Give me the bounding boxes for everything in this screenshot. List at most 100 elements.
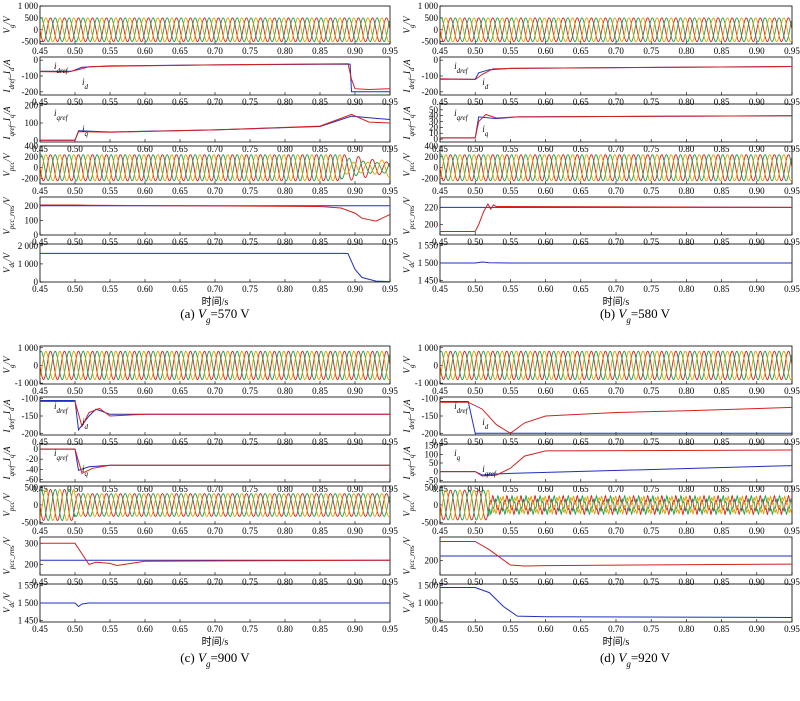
x-tick-label: 0.75 bbox=[242, 284, 258, 294]
x-tick-label: 0.80 bbox=[277, 284, 293, 294]
x-tick-label: 0.65 bbox=[172, 624, 188, 634]
x-tick-label: 0.60 bbox=[538, 624, 554, 634]
y-axis-label: Idref_Id/A bbox=[2, 399, 16, 434]
phase-b-line bbox=[440, 489, 792, 521]
x-tick-label: 0.65 bbox=[172, 484, 188, 494]
x-tick-label: 0.50 bbox=[67, 237, 83, 247]
x-tick-label: 0.95 bbox=[382, 526, 398, 536]
plot-area bbox=[440, 489, 792, 521]
x-tick-label: 0.90 bbox=[749, 526, 765, 536]
axes-frame bbox=[39, 443, 391, 483]
y-tick-label: -100 bbox=[22, 394, 39, 404]
plot-area bbox=[440, 449, 792, 477]
series-id-line bbox=[40, 63, 390, 91]
x-tick-label: 0.65 bbox=[573, 386, 589, 396]
x-tick-label: 0.90 bbox=[749, 46, 765, 56]
x-tick-label: 0.80 bbox=[679, 97, 695, 107]
x-tick-label: 0.55 bbox=[503, 386, 519, 396]
x-tick-label: 0.65 bbox=[573, 97, 589, 107]
y-axis-label: Vdc/V bbox=[2, 591, 16, 613]
y-tick-label: 1 550 bbox=[418, 241, 439, 251]
x-tick-label: 0.55 bbox=[102, 186, 118, 196]
x-tick-label: 0.80 bbox=[679, 526, 695, 536]
x-tick-label: 0.80 bbox=[277, 624, 293, 634]
x-tick-label: 0.85 bbox=[714, 237, 730, 247]
y-tick-label: -1 000 bbox=[415, 378, 439, 388]
x-tick-label: 0.50 bbox=[67, 97, 83, 107]
x-tick-label: 0.70 bbox=[207, 437, 223, 447]
x-tick-label: 0.85 bbox=[312, 484, 328, 494]
x-tick-label: 0.65 bbox=[172, 526, 188, 536]
x-tick-label: 0.65 bbox=[573, 484, 589, 494]
x-tick-label: 0.80 bbox=[679, 186, 695, 196]
phase-c-line bbox=[440, 489, 792, 521]
y-tick-label: 0 bbox=[434, 467, 439, 477]
y-tick-label: 500 bbox=[25, 483, 39, 493]
series-rms-line bbox=[40, 542, 390, 567]
x-tick-label: 0.95 bbox=[784, 237, 800, 247]
x-tick-label: 0.55 bbox=[503, 237, 519, 247]
x-tick-label: 0.85 bbox=[312, 144, 328, 154]
y-tick-label: 150 bbox=[425, 441, 439, 451]
subplot-a-5: 200 100 00.45 0.50 0.55 0.60 0.65 0.70 0.75 0.80 0… bbox=[2, 196, 398, 247]
x-tick-label: 0.80 bbox=[277, 186, 293, 196]
x-tick-label: 0.55 bbox=[102, 437, 118, 447]
x-tick-label: 0.80 bbox=[679, 46, 695, 56]
plot-area bbox=[40, 204, 390, 222]
y-tick-label: -20 bbox=[26, 454, 38, 464]
panel-caption: (c) Vg=900 V bbox=[180, 650, 250, 669]
y-tick-label: -200 bbox=[22, 87, 39, 97]
y-axis-label: Vg/V bbox=[402, 355, 416, 374]
y-tick-label: 50 bbox=[429, 105, 439, 115]
plot-area bbox=[40, 154, 390, 182]
x-tick-label: 0.50 bbox=[67, 386, 83, 396]
y-tick-label: -100 bbox=[422, 394, 439, 404]
plot-area bbox=[40, 113, 390, 141]
y-tick-label: 0 bbox=[434, 500, 439, 510]
x-tick-label: 0.75 bbox=[643, 484, 659, 494]
y-tick-label: -200 bbox=[422, 428, 439, 438]
x-tick-label: 0.50 bbox=[467, 186, 483, 196]
x-tick-label: 0.85 bbox=[714, 484, 730, 494]
x-tick-label: 0.75 bbox=[242, 97, 258, 107]
x-tick-label: 0.50 bbox=[467, 237, 483, 247]
plot-area bbox=[40, 400, 390, 432]
plot-area bbox=[40, 448, 390, 475]
x-tick-label: 0.55 bbox=[102, 237, 118, 247]
y-tick-label: -200 bbox=[22, 174, 39, 184]
x-tick-label: 0.90 bbox=[347, 437, 363, 447]
y-tick-label: 100 bbox=[425, 449, 439, 459]
y-tick-label: 1 450 bbox=[418, 275, 439, 285]
panel-caption: (d) Vg=920 V bbox=[600, 650, 671, 669]
series-id-line bbox=[440, 401, 792, 434]
x-tick-label: 0.65 bbox=[172, 144, 188, 154]
x-tick-label: 0.75 bbox=[643, 284, 659, 294]
series-iq-line bbox=[40, 448, 390, 475]
y-tick-label: 500 bbox=[25, 13, 39, 23]
y-tick-label: -500 bbox=[422, 37, 439, 47]
x-tick-label: 0.95 bbox=[382, 237, 398, 247]
series-rms-line bbox=[40, 204, 390, 222]
y-tick-label: -1 000 bbox=[15, 378, 39, 388]
series-id-line bbox=[440, 66, 792, 81]
x-tick-label: 0.55 bbox=[102, 526, 118, 536]
x-tick-label: 0.90 bbox=[347, 577, 363, 587]
y-tick-label: 50 bbox=[429, 458, 439, 468]
x-tick-label: 0.65 bbox=[172, 386, 188, 396]
x-tick-label: 0.80 bbox=[277, 46, 293, 56]
y-tick-label: -100 bbox=[22, 71, 39, 81]
series-idref-line bbox=[40, 63, 390, 93]
plot-area bbox=[40, 252, 390, 282]
phase-c-line bbox=[440, 17, 792, 43]
x-tick-label: 0.55 bbox=[503, 186, 519, 196]
x-tick-label: 0.50 bbox=[467, 484, 483, 494]
annotation-iq: iq bbox=[82, 124, 89, 138]
x-tick-label: 0.80 bbox=[679, 484, 695, 494]
annotation-iq: iq bbox=[482, 124, 489, 138]
x-tick-label: 0.75 bbox=[242, 144, 258, 154]
x-tick-label: 0.60 bbox=[137, 144, 153, 154]
y-tick-label: 1 500 bbox=[18, 598, 39, 608]
